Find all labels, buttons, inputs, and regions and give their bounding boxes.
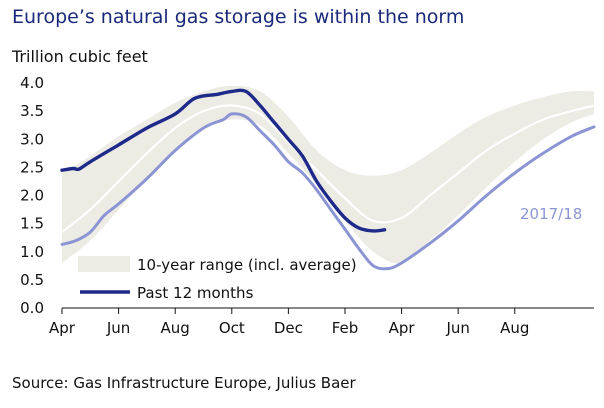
legend-past-label: Past 12 months [137,284,254,302]
x-tick-label: Jun [445,319,469,337]
y-tick-label: 4.0 [20,74,44,92]
x-tick-label: Apr [389,319,416,337]
y-tick-label: 0.0 [20,299,44,317]
legend-range-swatch [78,256,130,272]
source-note: Source: Gas Infrastructure Europe, Juliu… [12,374,356,392]
legend: 10-year range (incl. average) Past 12 mo… [78,256,357,302]
y-tick-label: 1.5 [20,215,44,233]
y-tick-label: 0.5 [20,271,44,289]
series-past-12-months-line [60,88,387,233]
ten-year-average-line [61,104,595,233]
series-2017-18-line [60,112,596,271]
x-tick-label: Jun [106,319,130,337]
chart-title: Europe’s natural gas storage is within t… [12,6,465,28]
y-tick-label: 2.0 [20,187,44,205]
x-tick-label: Feb [332,319,359,337]
x-tick-label: Aug [500,319,529,337]
current-series-label: 2017/18 [520,205,582,223]
y-tick-label: 2.5 [20,158,44,176]
legend-range-label: 10-year range (incl. average) [137,256,357,274]
y-tick-label: 3.0 [20,130,44,148]
x-tick-label: Dec [274,319,303,337]
x-tick-label: Apr [49,319,76,337]
y-axis-unit-label: Trillion cubic feet [12,47,148,66]
x-tick-label: Aug [161,319,190,337]
y-tick-label: 1.0 [20,243,44,261]
x-tick-label: Oct [219,319,245,337]
y-tick-label: 3.5 [20,102,44,120]
ten-year-range-band [62,85,594,264]
